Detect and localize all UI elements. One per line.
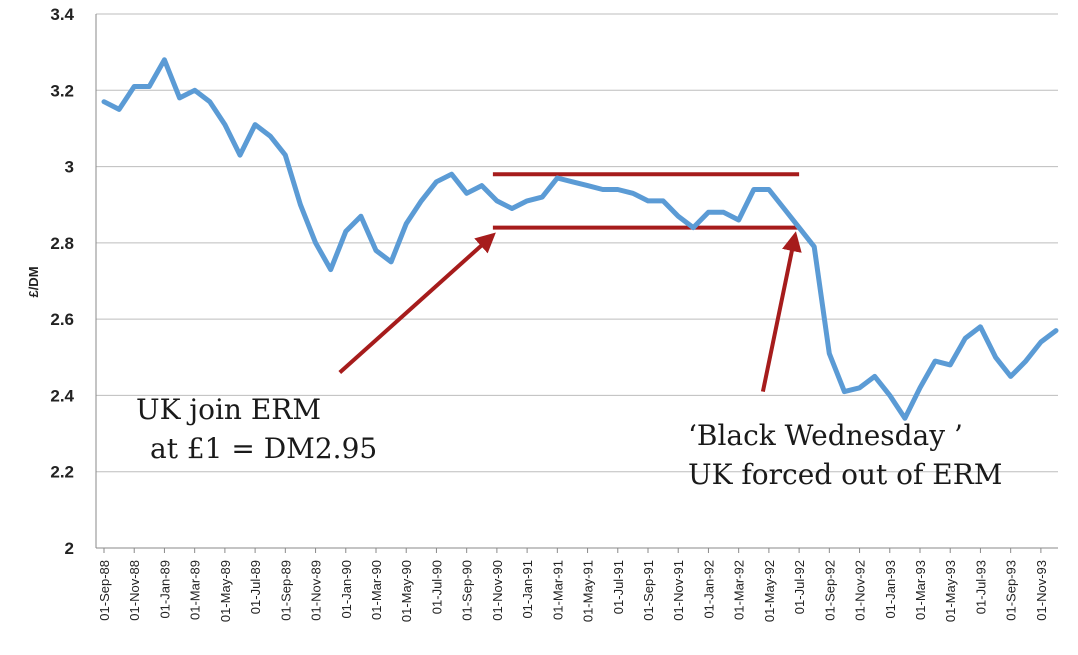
y-tick-labels: 2 2.2 2.4 2.6 2.8 3 3.2 3.4	[50, 5, 74, 558]
y-axis-label: £/DM	[26, 266, 41, 297]
annotation-black-wednesday: ‘Black Wednesday ’ UK forced out of ERM	[688, 419, 1002, 491]
x-tick-label: 01-Jan-90	[339, 560, 354, 619]
x-tick-label: 01-Sep-88	[97, 560, 112, 621]
y-tick-label: 3.4	[50, 5, 74, 24]
x-tick-label: 01-Jul-91	[611, 560, 626, 614]
annotation-black-wednesday-line2: UK forced out of ERM	[688, 458, 1002, 491]
x-tick-label: 01-Jan-92	[701, 560, 716, 619]
series-layer	[101, 57, 1059, 421]
x-tick-label: 01-Sep-90	[460, 560, 475, 621]
series-line	[101, 57, 1059, 421]
annotation-arrow-2	[760, 231, 802, 393]
x-tick-label: 01-Sep-91	[641, 560, 656, 621]
x-tick-label: 01-Nov-89	[309, 560, 324, 621]
axes	[95, 14, 1058, 553]
y-tick-label: 3	[65, 158, 74, 177]
x-tick-label: 01-Jan-93	[883, 560, 898, 619]
y-tick-label: 3.2	[50, 81, 74, 100]
x-tick-label: 01-Nov-92	[853, 560, 868, 621]
x-tick-label: 01-Nov-93	[1034, 560, 1049, 621]
x-tick-label: 01-Mar-92	[732, 560, 747, 620]
x-tick-label: 01-Nov-90	[490, 560, 505, 621]
gridlines	[96, 13, 1058, 473]
erm-band	[492, 172, 800, 230]
x-tick-labels: 01-Sep-88 01-Nov-88 01-Jan-89 01-Mar-89 01-M…	[97, 560, 1049, 622]
y-tick-label: 2.4	[50, 386, 74, 405]
x-tick-label: 01-Mar-93	[913, 560, 928, 620]
y-tick-label: 2.2	[50, 463, 74, 482]
y-tick-label: 2	[65, 539, 74, 558]
y-tick-label: 2.8	[50, 234, 74, 253]
x-tick-label: 01-Jul-92	[792, 560, 807, 614]
annotation-erm-join-line2: at £1 = DM2.95	[150, 432, 377, 465]
y-tick-label: 2.6	[50, 310, 74, 329]
x-tick-label: 01-Jul-89	[248, 560, 263, 614]
x-tick-label: 01-May-93	[943, 560, 958, 622]
annotation-black-wednesday-line1: ‘Black Wednesday ’	[688, 419, 963, 452]
x-tick-label: 01-May-89	[218, 560, 233, 622]
x-tick-label: 01-May-90	[399, 560, 414, 622]
x-tick-label: 01-Mar-90	[369, 560, 384, 620]
x-tick-label: 01-Sep-89	[278, 560, 293, 621]
x-tick-label: 01-Jan-89	[157, 560, 172, 619]
x-tick-label: 01-Nov-88	[127, 560, 142, 621]
annotation-arrow-1	[338, 232, 496, 375]
x-tick-label: 01-Mar-89	[188, 560, 203, 620]
annotation-erm-join: UK join ERM at £1 = DM2.95	[136, 393, 377, 465]
x-tick-label: 01-Jan-91	[520, 560, 535, 619]
x-tick-label: 01-Jul-93	[973, 560, 988, 614]
x-tick-label: 01-Jul-90	[429, 560, 444, 614]
x-tick-label: 01-Mar-91	[550, 560, 565, 620]
x-tick-label: 01-May-91	[581, 560, 596, 622]
annotation-erm-join-line1: UK join ERM	[136, 393, 321, 426]
x-tick-label: 01-Sep-93	[1004, 560, 1019, 621]
x-tick-label: 01-Sep-92	[822, 560, 837, 621]
x-tick-label: 01-Nov-91	[671, 560, 686, 621]
annotation-arrows	[338, 231, 802, 393]
x-tick-label: 01-May-92	[762, 560, 777, 622]
